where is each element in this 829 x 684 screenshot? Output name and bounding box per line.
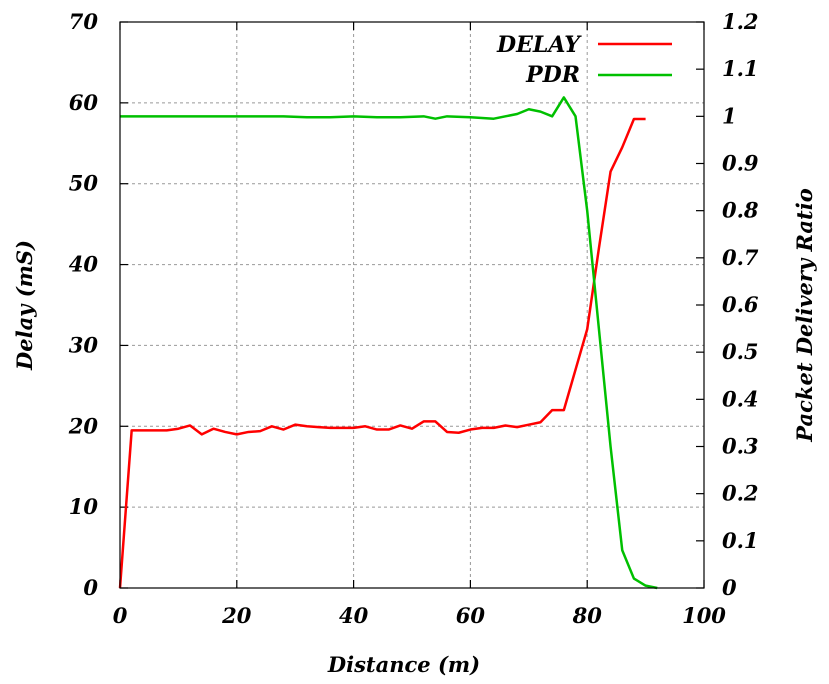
legend: DELAY PDR [496,32,672,88]
y2-tick-label: 0.4 [722,386,759,411]
y-tick-label: 30 [69,332,99,357]
y2-tick-label: 0.6 [722,292,759,317]
y-tick-label: 60 [69,90,99,115]
grid-lines [120,22,704,588]
axis-ticks: 0 20 40 60 80 100 0 10 20 30 40 50 60 70 0 0.1 0.2 0.3 0.4… [68,9,759,628]
y2-tick-label: 0.2 [722,481,759,506]
legend-label-delay: DELAY [496,32,582,58]
x-tick-label: 40 [339,603,369,628]
y2-tick-label: 0 [722,575,737,600]
legend-label-pdr: PDR [525,62,580,88]
x-axis-label: Distance (m) [327,652,480,677]
series-line-delay [118,117,646,589]
y2-tick-label: 0.7 [722,245,759,270]
y2-tick-label: 1 [722,103,737,128]
x-tick-label: 0 [113,603,128,628]
y2-tick-label: 0.3 [722,434,759,459]
y-tick-label: 10 [69,494,99,519]
y-tick-label: 0 [83,575,98,600]
y2-axis-label: Packet Delivery Ratio [792,188,817,442]
series-lines [118,96,658,590]
y2-tick-label: 1.2 [722,9,759,34]
y2-tick-label: 0.1 [722,528,759,553]
x-tick-label: 100 [682,603,726,628]
x-tick-label: 20 [221,603,252,628]
y-tick-label: 20 [68,413,99,438]
y-tick-label: 50 [69,171,99,196]
y-tick-label: 70 [69,9,99,34]
y-tick-label: 40 [69,252,99,277]
y2-tick-label: 1.1 [722,56,759,81]
x-tick-label: 60 [456,603,486,628]
y2-tick-label: 0.5 [722,339,759,364]
series-line-pdr [120,96,658,590]
y2-tick-label: 0.8 [722,198,759,223]
x-tick-label: 80 [572,603,603,628]
plot-frame [119,21,705,589]
y2-tick-label: 0.9 [722,151,759,176]
y-axis-label: Delay (mS) [12,240,37,371]
